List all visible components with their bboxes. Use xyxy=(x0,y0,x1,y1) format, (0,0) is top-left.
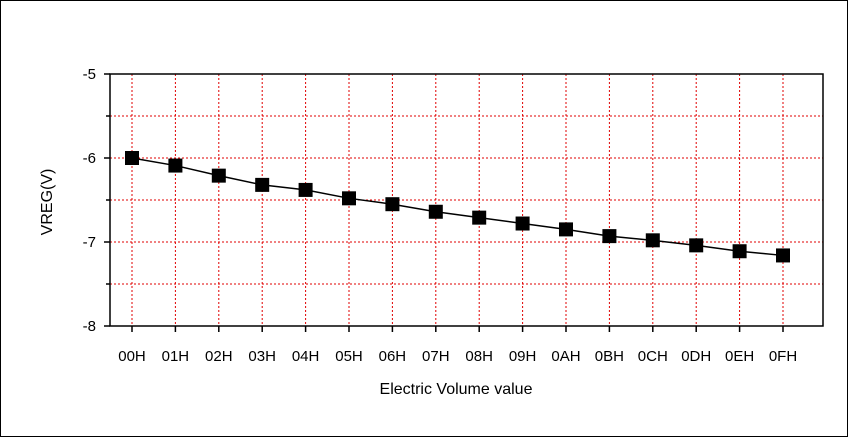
data-point xyxy=(472,210,487,225)
y-tick-label: -6 xyxy=(83,150,96,167)
x-tick-label: 02H xyxy=(205,348,233,365)
y-tick-label: -5 xyxy=(83,66,96,83)
x-tick-label: 03H xyxy=(248,348,276,365)
data-point xyxy=(168,158,183,173)
data-point xyxy=(211,168,226,183)
x-tick-label: 0AH xyxy=(551,348,580,365)
data-point xyxy=(559,222,573,237)
x-tick-label: 06H xyxy=(379,348,407,365)
x-axis-title: Electric Volume value xyxy=(380,381,533,398)
series-markers xyxy=(125,151,790,263)
data-point xyxy=(645,233,660,248)
x-tick-label: 0BH xyxy=(595,348,624,365)
data-point xyxy=(385,197,400,212)
x-tick-label: 04H xyxy=(292,348,320,365)
x-tick-label: 07H xyxy=(422,348,450,365)
data-point xyxy=(342,191,356,206)
x-tick-label: 00H xyxy=(118,348,146,365)
x-tick-label: 0DH xyxy=(681,348,711,365)
x-tick-labels: 00H 01H 02H 03H 04H 05H 06H 07H 08H 09H 0AH 0BH 0CH 0… xyxy=(118,348,797,365)
series-line xyxy=(131,157,784,257)
data-point xyxy=(776,248,790,263)
data-point xyxy=(255,177,270,192)
data-point xyxy=(125,151,139,165)
x-tick-label: 08H xyxy=(465,348,493,365)
y-tick-labels: -5 -6 -7 -8 xyxy=(83,66,96,335)
data-point xyxy=(515,216,530,231)
data-point xyxy=(428,204,443,219)
y-tick-label: -8 xyxy=(83,318,96,335)
x-tick-label: 0EH xyxy=(725,348,754,365)
x-tick-label: 0FH xyxy=(769,348,797,365)
axis-ticks xyxy=(104,73,784,332)
y-axis-title: VREG(V) xyxy=(39,169,56,236)
data-point xyxy=(298,182,313,197)
grid-lines xyxy=(110,74,823,326)
x-tick-label: 01H xyxy=(162,348,190,365)
x-tick-label: 09H xyxy=(509,348,537,365)
data-point xyxy=(689,238,704,253)
data-point xyxy=(602,229,617,244)
y-tick-label: -7 xyxy=(83,234,96,251)
data-point xyxy=(732,244,747,259)
x-tick-label: 05H xyxy=(335,348,363,365)
x-tick-label: 0CH xyxy=(638,348,668,365)
